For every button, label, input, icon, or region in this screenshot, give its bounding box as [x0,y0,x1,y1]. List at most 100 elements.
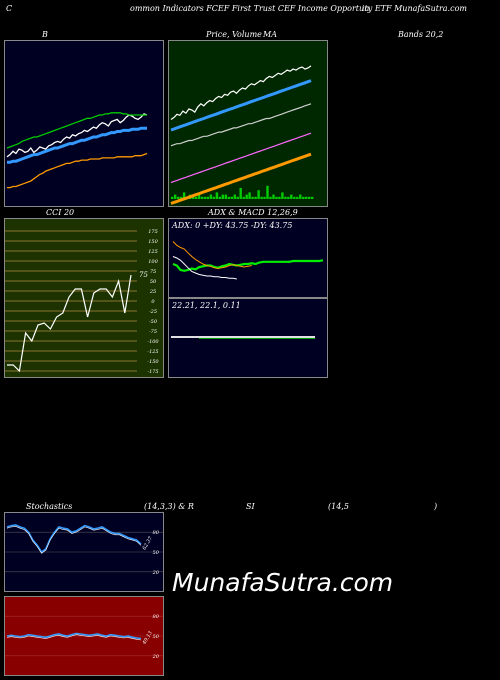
adx-label: ADX: 0 +DY: 43.75 -DY: 43.75 [172,221,293,230]
header-right: ity ETF MunafaSutra.com [362,4,467,13]
adx-series-0 [172,259,324,272]
cci-tick-label: -125 [147,349,158,355]
volume-bar [233,194,236,199]
price-title: Price, [206,30,230,39]
cci-tick-label: 100 [148,259,158,265]
adx-series-1 [172,241,252,270]
stoch-tick-label: 20 [152,570,160,576]
rsi-tick-label: 50 [153,634,160,640]
volume-bar [272,194,275,199]
cci-tick-label: -150 [147,359,159,365]
volume-bar [239,188,242,199]
volume-bar [275,196,278,199]
cci-tick-label: 175 [148,229,158,235]
price-ma-chart [170,65,314,205]
cci-tick-label: -100 [147,339,159,345]
volume-bar [194,196,198,199]
volume-bar [257,190,260,199]
cci-tick-label: 0 [151,299,155,305]
volume-bar [200,196,204,199]
volume-bar [191,196,195,199]
bb-series-1 [6,112,147,149]
macd-label: 22.21, 22.1, 0.11 [172,301,241,310]
pm-series-1 [170,79,312,132]
volume-bar [260,196,263,199]
bands-title: Bands 20,2 [398,30,444,39]
bollinger-chart [6,112,148,189]
volume-bar [174,194,177,199]
volume-bar [218,196,222,199]
rsi-line-2 [6,634,142,641]
cci-tick-label: 25 [149,289,156,295]
cci-line [7,274,132,373]
volume-bar [287,196,290,199]
stoch-params: (14,3,3) & R [144,502,194,511]
volume-bar [227,196,230,199]
stoch-last-label: 62.37 [142,535,155,551]
cci-tick-label: 75 [150,269,156,275]
volume-bar [299,194,302,199]
pm-series-4 [170,152,312,205]
price-ma-panel [168,40,328,207]
stoch-title: Stochastics [26,502,73,511]
cci-tick-label: -50 [149,319,158,325]
adx-panel: ADX: 0 +DY: 43.75 -DY: 43.75 [168,218,328,298]
header-left: C [6,4,13,13]
rsi-tick-label: 80 [153,614,160,620]
cci-tick-label: -25 [149,309,157,315]
cci-tick-label: -75 [149,329,157,335]
stoch-line-2 [6,525,142,554]
volume-bar [302,196,305,199]
cci-panel: 175 150 125 100 75 50 25 0 -25 -50 -75 -100 -125 -150… [4,218,164,378]
volume-bar [203,196,207,199]
cci-title: CCI 20 [46,208,75,217]
volume-bar [230,196,233,199]
ma-title: MA [263,30,277,39]
volume-bar [305,196,308,199]
volume-bar [224,194,227,199]
volume-bar [197,194,201,199]
stoch-line [6,524,142,554]
volume-bar [248,192,251,199]
volume-bar [206,196,210,199]
volume-title: Volume [232,30,262,39]
bb-series-0 [6,113,148,158]
volume-bar [182,192,186,199]
volume-bar [215,192,219,199]
volume-bar [308,196,311,199]
volume-bar [311,196,314,199]
volume-bar [266,185,269,199]
volume-bar [296,196,299,199]
bb-series-3 [7,152,148,189]
volume-bar [254,196,257,199]
cci-last-label: 75 [139,271,148,279]
pm-series-2 [170,103,312,147]
header-middle: ommon Indicators FCEF First Trust CEF In… [130,4,370,13]
rsi-params: (14,5 [328,502,349,511]
volume-bar [293,196,296,199]
volume-bar [209,194,213,199]
volume-bar [212,196,216,199]
cci-tick-label: 150 [148,239,158,245]
watermark: MunafaSutra.com [172,568,394,597]
pm-series-3 [170,132,312,184]
rsi-panel: 80 50 20 49.13 [4,596,164,676]
pm-series-0 [170,65,312,120]
volume-bar [171,196,174,199]
bb-series-2 [7,126,147,164]
stoch-tick-label: 80 [153,530,160,536]
volume-bar [236,196,239,199]
volume-bar [177,196,180,199]
volume-bar [251,196,254,199]
stoch-tick-label: 50 [153,550,160,556]
cci-tick-label: -175 [147,369,158,375]
rsi-line [6,632,142,640]
bb-title: B [42,30,48,39]
volume-bar [284,196,287,199]
volume-bar [263,196,266,199]
bollinger-panel [4,40,164,207]
cci-tick-label: 125 [148,249,158,255]
volume-bar [221,194,224,199]
volume-bar [290,194,293,199]
